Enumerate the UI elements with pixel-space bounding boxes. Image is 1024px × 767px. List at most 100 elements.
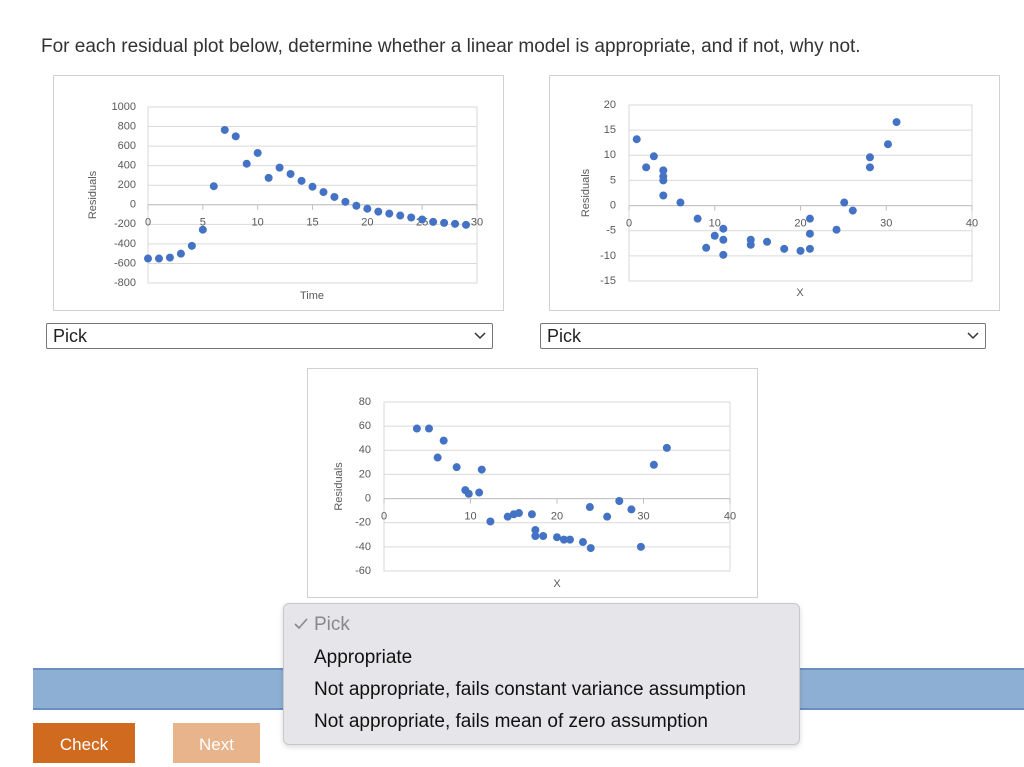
point: [693, 214, 702, 223]
dropdown-value: Pick: [53, 326, 88, 346]
point: [503, 512, 512, 521]
x-tick-label: 20: [551, 510, 563, 522]
dropdown[interactable]: Pick: [46, 323, 493, 349]
next-button[interactable]: Next: [173, 723, 260, 763]
point: [603, 512, 612, 521]
point: [464, 489, 473, 498]
point: [649, 152, 658, 161]
y-tick-label: -10: [600, 250, 616, 262]
x-tick-label: 40: [966, 217, 978, 229]
point: [615, 496, 624, 505]
point: [586, 544, 595, 553]
point: [805, 229, 814, 238]
y-tick-label: 20: [359, 468, 371, 480]
point: [636, 542, 645, 551]
point: [352, 201, 361, 210]
page: { "instructions": "For each residual plo…: [33, 36, 1024, 763]
menu-option[interactable]: Not appropriate, fails mean of zero assu…: [314, 711, 708, 732]
point: [848, 206, 857, 215]
y-tick-label: 10: [604, 149, 616, 161]
point: [385, 209, 394, 218]
point: [780, 244, 789, 253]
y-tick-label: -200: [114, 218, 136, 230]
dropdown[interactable]: Pick: [540, 323, 986, 349]
menu-option[interactable]: Not appropriate, fails constant variance…: [314, 679, 746, 700]
point: [531, 525, 540, 534]
point: [719, 250, 728, 259]
point: [527, 510, 536, 519]
x-axis-label: X: [796, 287, 804, 299]
y-axis-label: Residuals: [580, 168, 592, 217]
point: [154, 254, 163, 263]
point: [632, 135, 641, 144]
y-tick-label: 0: [130, 199, 136, 211]
point: [275, 163, 284, 172]
point: [412, 424, 421, 433]
point: [297, 176, 306, 185]
x-axis-label: X: [553, 578, 561, 590]
y-tick-label: 60: [359, 420, 371, 432]
point: [763, 237, 772, 246]
x-tick-label: 15: [306, 217, 318, 229]
point: [308, 182, 317, 191]
point: [452, 463, 461, 472]
point: [659, 176, 668, 185]
point: [627, 505, 636, 514]
point: [418, 215, 427, 224]
check-button[interactable]: Check: [33, 723, 135, 763]
point: [662, 443, 671, 452]
point: [220, 125, 229, 134]
chart-box: -800 -600 -400 -200 0 200 400 600 800 1000 0 5 10 15 2…: [53, 75, 504, 311]
x-tick-label: 30: [880, 217, 892, 229]
point: [892, 118, 901, 127]
point: [832, 225, 841, 234]
y-axis-label: Residuals: [333, 462, 345, 511]
y-tick-label: 20: [604, 99, 616, 111]
y-tick-label: -40: [355, 541, 371, 553]
point: [253, 148, 262, 157]
menu-option[interactable]: Pick: [314, 614, 350, 635]
point: [429, 217, 438, 226]
x-tick-label: 30: [471, 217, 483, 229]
point: [514, 509, 523, 518]
point: [805, 244, 814, 253]
point: [433, 453, 442, 462]
point: [396, 211, 405, 220]
y-tick-label: -15: [600, 275, 616, 287]
point: [242, 159, 251, 168]
y-tick-label: 600: [118, 140, 136, 152]
x-axis-label: Time: [300, 290, 324, 302]
point: [374, 207, 383, 216]
point: [341, 197, 350, 206]
point: [659, 166, 668, 175]
x-tick-label: 20: [794, 217, 806, 229]
x-tick-label: 10: [464, 510, 476, 522]
y-tick-label: -5: [606, 225, 616, 237]
x-tick-label: 40: [724, 510, 736, 522]
plot-frame: [147, 106, 478, 284]
chart: -800 -600 -400 -200 0 200 400 600 800 1000 0 5 10 15 2…: [87, 101, 483, 302]
x-tick-label: 5: [200, 217, 206, 229]
point: [659, 191, 668, 200]
point: [585, 503, 594, 512]
x-tick-label: 0: [381, 510, 387, 522]
point: [187, 241, 196, 250]
point: [865, 153, 874, 162]
chart: -60 -40 -20 0 20 40 60 80 0 10 20 30 40 X Residuals: [333, 396, 736, 590]
point: [719, 224, 728, 233]
point: [407, 213, 416, 222]
y-tick-label: 0: [365, 492, 371, 504]
menu-option[interactable]: Appropriate: [314, 647, 413, 668]
chart: -15 -10 -5 0 5 10 15 20 0 10 20 30 40 X Residuals: [580, 99, 978, 299]
x-tick-label: 10: [709, 217, 721, 229]
point: [176, 249, 185, 258]
dropdown-arrow: [967, 332, 979, 340]
point: [559, 535, 568, 544]
dropdown-value: Pick: [547, 326, 582, 346]
point: [710, 231, 719, 240]
dropdown-arrow: [474, 332, 486, 340]
point: [719, 235, 728, 244]
point: [746, 240, 755, 249]
chart-box: -15 -10 -5 0 5 10 15 20 0 10 20 30 40 X Residuals: [549, 75, 1000, 311]
point: [462, 220, 471, 229]
